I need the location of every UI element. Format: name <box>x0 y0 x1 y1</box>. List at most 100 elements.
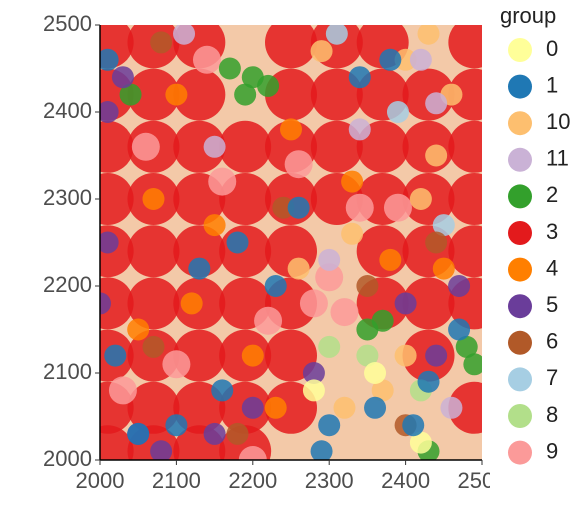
point <box>100 173 134 225</box>
point <box>318 248 341 271</box>
legend-swatch <box>508 440 532 465</box>
point <box>310 40 333 63</box>
point <box>173 68 226 121</box>
point <box>440 396 463 419</box>
point <box>142 188 165 210</box>
x-tick-label: 2400 <box>381 468 430 493</box>
point <box>211 379 234 402</box>
legend-label: 9 <box>546 438 558 463</box>
point <box>448 25 482 69</box>
y-tick-label: 2500 <box>43 11 92 36</box>
point <box>173 120 226 173</box>
point <box>226 422 249 445</box>
legend-label: 5 <box>546 292 558 317</box>
point <box>394 48 417 71</box>
point <box>265 173 317 225</box>
legend-label: 3 <box>546 219 558 244</box>
legend-swatch <box>508 257 532 282</box>
point <box>234 83 257 106</box>
point <box>299 289 328 318</box>
legend-swatch <box>508 294 532 319</box>
point <box>287 196 310 219</box>
point <box>131 132 160 161</box>
point <box>448 381 482 434</box>
point <box>127 422 150 445</box>
point <box>356 318 379 341</box>
point <box>386 101 409 123</box>
legend-swatch <box>508 111 532 136</box>
plot-area <box>100 25 482 460</box>
point <box>127 277 180 330</box>
point <box>150 440 173 460</box>
point <box>219 120 272 173</box>
point <box>238 446 267 460</box>
point <box>265 25 317 69</box>
legend-label: 1 <box>546 72 558 97</box>
legend-swatch <box>508 221 532 245</box>
point <box>203 422 226 445</box>
point <box>463 353 482 376</box>
x-tick-label: 2200 <box>228 468 277 493</box>
legend-swatch <box>508 330 532 355</box>
point <box>264 396 287 419</box>
point <box>310 440 333 460</box>
point <box>302 362 325 384</box>
point <box>432 257 455 280</box>
point <box>448 68 482 121</box>
legend-label: 2 <box>546 182 558 207</box>
point <box>356 344 379 367</box>
point <box>371 379 394 402</box>
point <box>325 25 348 45</box>
point <box>100 231 119 254</box>
point <box>448 275 471 297</box>
point <box>302 379 325 402</box>
point <box>100 292 111 315</box>
point <box>219 225 272 278</box>
x-tick-label: 2100 <box>152 468 201 493</box>
point <box>241 344 264 367</box>
point <box>409 431 432 454</box>
point <box>379 248 402 271</box>
legend-swatch <box>508 38 532 62</box>
point <box>448 120 482 173</box>
point <box>180 292 203 315</box>
point <box>100 425 134 460</box>
point <box>165 414 188 437</box>
point <box>127 225 180 278</box>
point <box>162 350 191 379</box>
point <box>318 335 341 358</box>
legend-background <box>490 0 588 525</box>
point <box>108 376 137 405</box>
point <box>364 396 387 419</box>
point <box>315 263 344 292</box>
point <box>165 83 188 106</box>
point <box>257 74 280 97</box>
point <box>455 335 478 358</box>
axes: 2000 2100 2200 2300 2400 2500 2000 2100 2200 2300… <box>43 11 506 493</box>
y-tick-label: 2200 <box>43 272 92 297</box>
legend-swatch <box>508 74 532 99</box>
point <box>104 344 127 367</box>
point <box>432 214 455 237</box>
point <box>226 231 249 254</box>
point <box>254 306 283 335</box>
point <box>150 31 173 54</box>
point <box>127 318 150 341</box>
point <box>218 57 241 80</box>
point <box>383 193 412 222</box>
point <box>208 167 237 196</box>
point <box>272 196 295 219</box>
point <box>348 66 371 89</box>
x-tick-label: 2300 <box>305 468 354 493</box>
point <box>448 173 482 225</box>
point <box>348 118 371 141</box>
point <box>100 277 134 330</box>
y-tick-label: 2100 <box>43 359 92 384</box>
point <box>280 118 302 141</box>
point <box>318 414 341 437</box>
point <box>341 170 364 193</box>
point <box>173 25 196 45</box>
point <box>264 275 287 297</box>
